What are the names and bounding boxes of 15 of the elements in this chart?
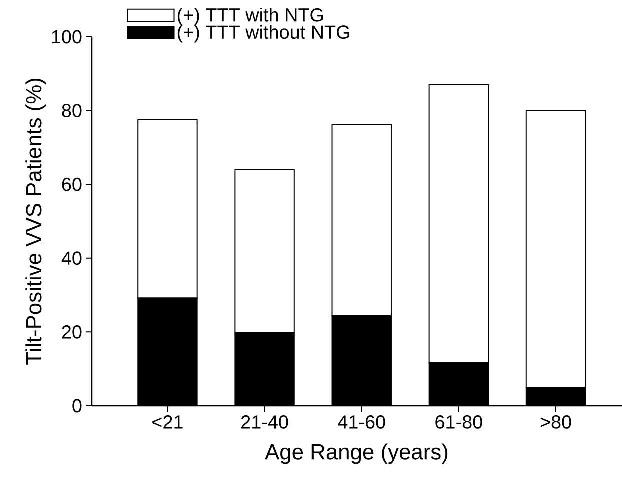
y-tick-label: 40 xyxy=(62,252,82,266)
y-axis-title: Tilt-Positive VVS Patients (%) xyxy=(26,78,46,365)
y-tick-label: 20 xyxy=(62,325,82,339)
x-tick-label: 41-60 xyxy=(338,416,386,429)
x-tick-label: >80 xyxy=(540,416,572,429)
x-tick-label: <21 xyxy=(152,416,183,429)
y-tick-label: 0 xyxy=(72,399,82,413)
y-tick-label: 100 xyxy=(52,30,82,44)
y-tick-label: 60 xyxy=(62,178,82,192)
legend-label: (+) TTT with NTG xyxy=(178,8,324,26)
legend-label: (+) TTT without NTG xyxy=(178,25,350,43)
x-axis-title: Age Range (years) xyxy=(265,444,448,464)
x-tick-label: 21-40 xyxy=(242,416,288,429)
y-tick-label: 80 xyxy=(62,104,82,118)
x-tick-label: 61-80 xyxy=(436,416,482,429)
